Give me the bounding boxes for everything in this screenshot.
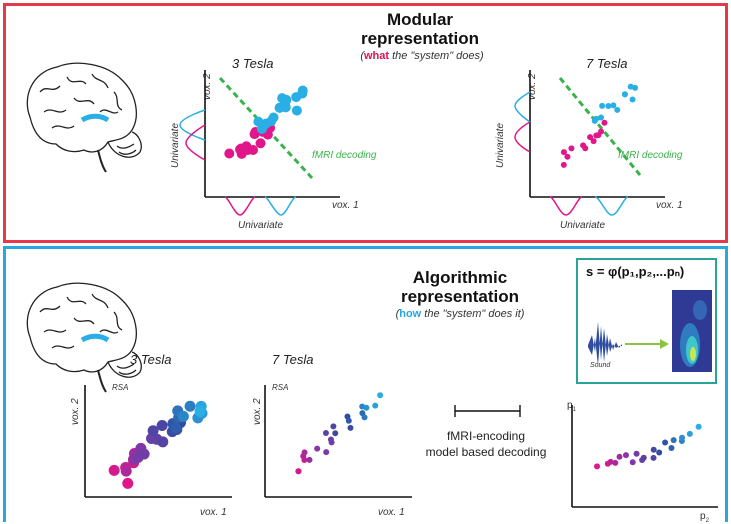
plot-3t-univariate-y: Univariate bbox=[170, 122, 181, 168]
plot-3t-ylabel: vox. 2 bbox=[202, 73, 213, 100]
inset-sound-label: Sound bbox=[590, 362, 611, 369]
plot-3t-univariate-x: Univariate bbox=[238, 220, 284, 231]
rsa-7t-ylabel: vox. 2 bbox=[252, 398, 263, 425]
rsa-3t-xlabel: vox. 1 bbox=[200, 507, 227, 518]
modular-subtitle: (what the "system" does) bbox=[312, 50, 532, 62]
rsa-3t-label: RSA bbox=[112, 383, 129, 392]
plot-7t-univariate-y: Univariate bbox=[495, 122, 506, 168]
rsa-7t-xlabel: vox. 1 bbox=[378, 507, 405, 518]
algorithmic-title-line1: Algorithmic bbox=[412, 268, 508, 287]
encoding-model-inset: s = φ(p₁,p₂,...pₙ) Sound Frequency bbox=[576, 258, 717, 384]
subtitle-rest: the "system" does) bbox=[389, 50, 484, 62]
method-line1: fMRI-encoding bbox=[446, 429, 526, 443]
plot-7t-univariate-x: Univariate bbox=[560, 220, 606, 231]
subtitle-highlight-how: how bbox=[399, 308, 422, 320]
method-label: fMRI-encoding model based decoding bbox=[398, 428, 574, 460]
plot-7t-xlabel: vox. 1 bbox=[656, 200, 683, 211]
plot-3t-xlabel: vox. 1 bbox=[332, 200, 359, 211]
feature-xlabel: p2 bbox=[700, 511, 709, 524]
inset-frequency-label: Frequency bbox=[680, 316, 687, 350]
modular-title: Modular representation bbox=[330, 10, 510, 48]
rsa-3t-ylabel: vox. 2 bbox=[70, 398, 81, 425]
plot-3t-decoding-label: fMRI decoding bbox=[312, 150, 377, 161]
algorithmic-panel bbox=[3, 246, 728, 522]
plot-3t-title: 3 Tesla bbox=[232, 56, 274, 71]
inset-formula: s = φ(p₁,p₂,...pₙ) bbox=[586, 264, 685, 279]
plot-7t-title: 7 Tesla bbox=[586, 56, 628, 71]
modular-title-line2: representation bbox=[360, 29, 480, 48]
plot-7t-ylabel: vox. 2 bbox=[527, 73, 538, 100]
rsa-3t-title: 3 Tesla bbox=[130, 352, 172, 367]
algorithmic-title: Algorithmic representation bbox=[385, 268, 535, 306]
rsa-7t-title: 7 Tesla bbox=[272, 352, 314, 367]
method-line2: model based decoding bbox=[425, 445, 547, 459]
plot-7t-decoding-label: fMRI decoding bbox=[618, 150, 683, 161]
algorithmic-title-line2: representation bbox=[400, 287, 520, 306]
modular-title-line1: Modular bbox=[386, 10, 454, 29]
modular-panel bbox=[3, 3, 728, 243]
algorithmic-subtitle: (how the "system" does it) bbox=[350, 308, 570, 320]
subtitle-rest: the "system" does it) bbox=[421, 308, 525, 320]
feature-ylabel: p1 bbox=[567, 400, 576, 413]
subtitle-open: ( bbox=[360, 50, 364, 62]
subtitle-open: ( bbox=[395, 308, 400, 320]
rsa-7t-label: RSA bbox=[272, 383, 289, 392]
subtitle-highlight-what: what bbox=[363, 50, 390, 62]
